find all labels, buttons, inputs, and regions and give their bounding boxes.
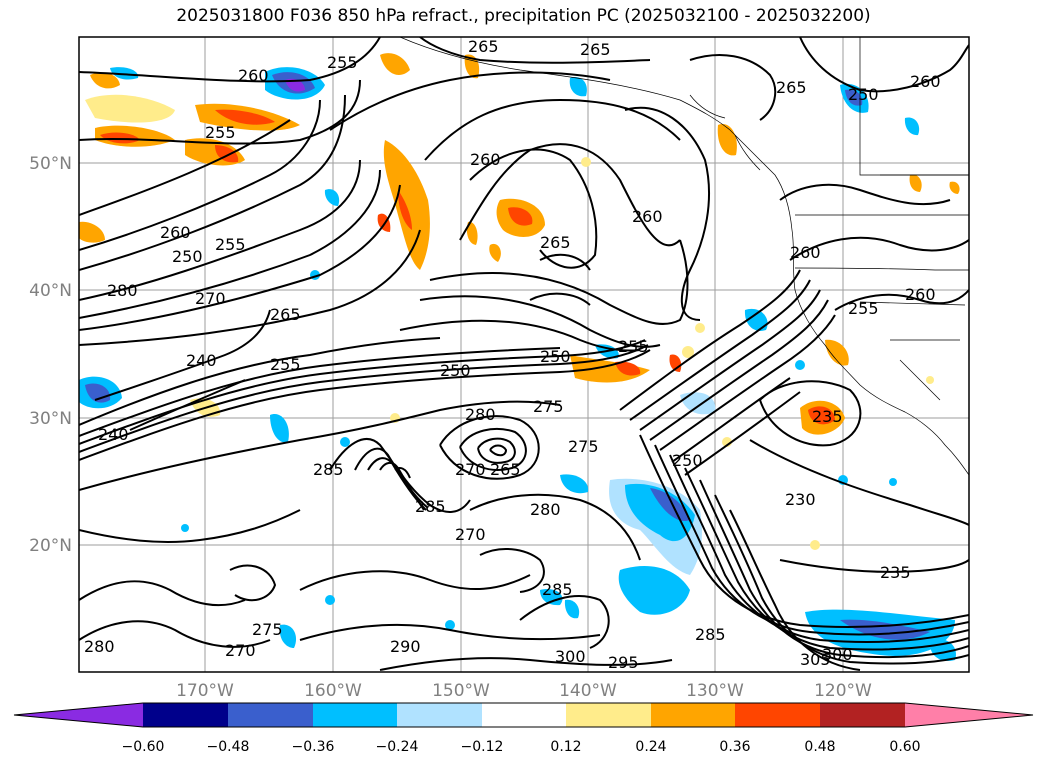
lat-tick-label: 50°N bbox=[29, 154, 72, 174]
contour-label: 255 bbox=[618, 337, 649, 356]
colorbar-label: 0.60 bbox=[889, 739, 920, 755]
colorbar-outline bbox=[13, 702, 1034, 728]
lon-tick-label: 170°W bbox=[176, 681, 234, 701]
contour-label: 260 bbox=[632, 207, 663, 226]
contour-labels: 260 255 265 260 265 260 265 260 250 255 … bbox=[84, 37, 941, 672]
refractivity-contours bbox=[79, 37, 969, 671]
contour-label: 235 bbox=[812, 407, 843, 426]
contour-label: 280 bbox=[530, 500, 561, 519]
colorbar: −0.60 −0.48 −0.36 −0.24 −0.12 0.12 0.24 … bbox=[13, 702, 1034, 755]
map-frame bbox=[78, 36, 970, 673]
latitude-axis: 50°N 40°N 30°N 20°N bbox=[29, 154, 72, 556]
contour-label: 250 bbox=[848, 85, 879, 104]
contour-label: 250 bbox=[672, 451, 703, 470]
lat-tick-label: 20°N bbox=[29, 536, 72, 556]
contour-label: 270 bbox=[225, 641, 256, 660]
colorbar-label: −0.36 bbox=[292, 739, 335, 755]
colorbar-label: −0.24 bbox=[376, 739, 419, 755]
contour-label: 255 bbox=[215, 235, 246, 254]
colorbar-extend-low bbox=[14, 703, 143, 727]
coastlines bbox=[399, 37, 969, 476]
contour-label: 265 bbox=[270, 305, 301, 324]
colorbar-segment bbox=[313, 703, 397, 727]
contour-label: 260 bbox=[905, 285, 936, 304]
contour-label: 275 bbox=[568, 437, 599, 456]
contour-label: 240 bbox=[186, 351, 217, 370]
colorbar-label: 0.36 bbox=[719, 739, 750, 755]
contour-label: 300 bbox=[555, 647, 586, 666]
lon-tick-label: 140°W bbox=[559, 681, 617, 701]
contour-label: 255 bbox=[848, 299, 879, 318]
lon-tick-label: 130°W bbox=[686, 681, 744, 701]
contour-label: 270 bbox=[455, 525, 486, 544]
lon-tick-label: 120°W bbox=[814, 681, 872, 701]
longitude-axis: 170°W 160°W 150°W 140°W 130°W 120°W bbox=[176, 681, 872, 701]
colorbar-segment bbox=[397, 703, 482, 727]
contour-label: 265 bbox=[490, 460, 521, 479]
lon-tick-label: 160°W bbox=[304, 681, 362, 701]
contour-label: 275 bbox=[252, 620, 283, 639]
contour-label: 285 bbox=[313, 460, 344, 479]
colorbar-segment bbox=[820, 703, 905, 727]
contour-label: 265 bbox=[468, 37, 499, 56]
contour-label: 250 bbox=[540, 347, 571, 366]
contour-label: 290 bbox=[390, 637, 421, 656]
contour-label: 255 bbox=[270, 355, 301, 374]
contour-label: 240 bbox=[98, 425, 129, 444]
colorbar-label: −0.48 bbox=[207, 739, 250, 755]
contour-label: 260 bbox=[790, 243, 821, 262]
contour-label: 280 bbox=[84, 637, 115, 656]
colorbar-segment bbox=[482, 703, 566, 727]
contour-label: 285 bbox=[542, 580, 573, 599]
contour-label: 235 bbox=[880, 563, 911, 582]
lon-tick-label: 150°W bbox=[432, 681, 490, 701]
contour-label: 300 bbox=[822, 645, 853, 664]
contour-label: 275 bbox=[533, 397, 564, 416]
colorbar-segment bbox=[566, 703, 651, 727]
contour-label: 285 bbox=[695, 625, 726, 644]
colorbar-label: −0.12 bbox=[461, 739, 504, 755]
contour-label: 255 bbox=[327, 53, 358, 72]
contour-label: 265 bbox=[580, 40, 611, 59]
contour-label: 280 bbox=[465, 405, 496, 424]
contour-label: 265 bbox=[776, 78, 807, 97]
contour-label: 305 bbox=[800, 650, 831, 669]
contour-label: 230 bbox=[785, 490, 816, 509]
contour-label: 260 bbox=[160, 223, 191, 242]
lat-tick-label: 40°N bbox=[29, 281, 72, 301]
contour-label: 260 bbox=[470, 150, 501, 169]
colorbar-segment bbox=[143, 703, 228, 727]
colorbar-label: −0.60 bbox=[122, 739, 165, 755]
page-title: 2025031800 F036 850 hPa refract., precip… bbox=[176, 6, 871, 26]
colorbar-segment bbox=[228, 703, 313, 727]
contour-label: 295 bbox=[608, 653, 639, 672]
colorbar-segment bbox=[735, 703, 820, 727]
colorbar-extend-high bbox=[905, 703, 1033, 727]
contour-label: 270 bbox=[195, 289, 226, 308]
contour-label: 280 bbox=[107, 281, 138, 300]
colorbar-label: 0.12 bbox=[550, 739, 581, 755]
contour-label: 265 bbox=[540, 233, 571, 252]
contour-label: 250 bbox=[172, 247, 203, 266]
colorbar-label: 0.24 bbox=[635, 739, 666, 755]
contour-label: 260 bbox=[910, 72, 941, 91]
lat-tick-label: 30°N bbox=[29, 409, 72, 429]
colorbar-label: 0.48 bbox=[804, 739, 835, 755]
contour-label: 255 bbox=[205, 123, 236, 142]
colorbar-segment bbox=[651, 703, 735, 727]
contour-label: 270 bbox=[455, 460, 486, 479]
contour-label: 285 bbox=[415, 497, 446, 516]
contour-label: 250 bbox=[440, 361, 471, 380]
contour-label: 260 bbox=[238, 66, 269, 85]
